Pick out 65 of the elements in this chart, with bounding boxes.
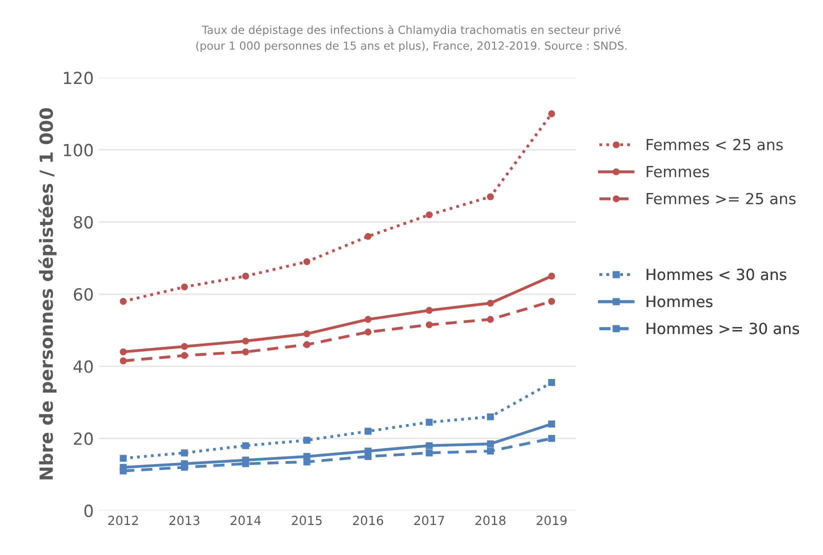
legend-label: Femmes >= 25 ans [646,192,796,204]
point [120,298,127,305]
point [486,300,494,307]
x-tick-label: 2018 [475,516,506,526]
point [364,316,372,323]
point [120,464,127,471]
y-tick-label: 120 [64,72,93,84]
point [180,449,188,456]
y-tick-label: 100 [64,144,93,156]
point [548,272,556,280]
point [242,456,250,464]
x-tick-label: 2016 [353,516,384,526]
y-tick-label: 20 [74,432,93,446]
point [426,442,433,450]
point [180,352,188,359]
point [426,449,433,456]
legend-label: Femmes < 25 ans [646,138,783,150]
x-tick-label: 2012 [108,516,138,526]
point [242,338,250,345]
y-tick-label: 0 [84,504,93,518]
point [486,413,494,420]
legend-label: Hommes [646,296,712,308]
legend-label: Hommes < 30 ans [646,268,786,280]
point [180,342,188,350]
point [242,442,250,450]
y-tick-label: 80 [74,216,93,229]
point [426,321,433,328]
point [486,440,494,448]
point [364,448,372,455]
legend-label: Femmes [646,166,709,178]
point [486,448,494,455]
point [548,434,556,442]
point [303,341,310,348]
point [364,428,372,435]
y-tick-label: 40 [74,360,93,373]
point [303,453,310,460]
point [120,348,127,356]
point [426,211,433,218]
point [548,420,556,428]
x-tick-label: 2015 [292,516,322,526]
point [242,348,250,356]
point [120,454,127,462]
point [548,379,556,386]
point [120,357,127,364]
point [364,232,372,240]
x-tick-label: 2013 [169,516,200,526]
point [426,306,433,314]
point [486,193,494,200]
point [426,418,433,426]
point [180,283,188,290]
point [548,110,556,118]
legend-label: Hommes >= 30 ans [646,322,800,334]
point [364,328,372,336]
point [242,272,250,280]
x-tick-label: 2019 [536,516,567,526]
point [303,258,310,266]
point [486,316,494,323]
chart-title: Taux de dépistage des infections à Chlamydia trachomatis en secteur privé (pour 1 000 personnes de 15 ans et plus), France, 2012-2019. Source : SNDS. [196,24,627,52]
x-tick-label: 2014 [230,516,261,526]
x-tick-label: 2017 [414,516,444,526]
point [303,436,310,444]
y-tick-label: 60 [74,288,93,301]
y-axis-title: Nbre de personnes dépistées / 1 000 [38,108,57,480]
point [548,298,556,305]
point [303,330,310,338]
